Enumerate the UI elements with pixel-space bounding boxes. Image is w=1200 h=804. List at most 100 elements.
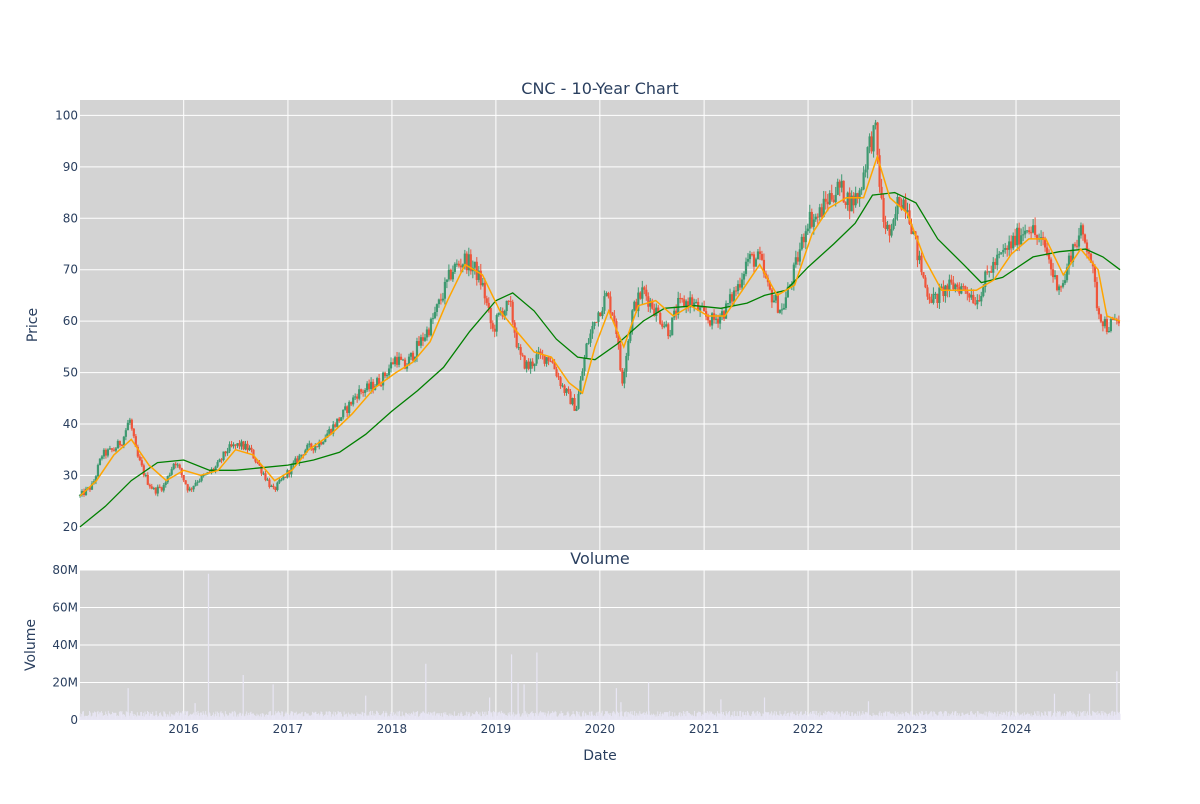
- volume-bar: [107, 710, 109, 720]
- volume-bar: [1008, 712, 1010, 720]
- volume-bar: [823, 713, 825, 720]
- candle-body: [750, 254, 754, 256]
- candle-body: [814, 216, 817, 220]
- volume-bar: [338, 712, 340, 720]
- candle-body: [268, 479, 271, 487]
- price-tick-label: 70: [63, 263, 78, 277]
- volume-bar: [724, 716, 726, 720]
- candle-body: [559, 377, 562, 386]
- volume-bar: [725, 711, 727, 720]
- volume-bar: [705, 713, 707, 720]
- volume-bar: [237, 716, 239, 720]
- volume-bar: [688, 712, 690, 720]
- volume-bar: [916, 713, 918, 720]
- candle-body: [276, 482, 279, 490]
- volume-bar: [416, 711, 418, 720]
- candle-body: [98, 458, 102, 465]
- volume-bar: [804, 713, 806, 720]
- candle-body: [236, 443, 239, 446]
- candle-body: [621, 370, 624, 384]
- candle-body: [383, 372, 387, 377]
- volume-bar: [679, 712, 681, 720]
- volume-bar: [410, 713, 412, 720]
- volume-bar: [894, 711, 896, 720]
- candle-body: [982, 286, 985, 297]
- volume-bar: [493, 710, 495, 720]
- candle-body: [346, 406, 349, 413]
- candle-body: [381, 372, 385, 386]
- candle-body: [379, 385, 383, 387]
- candle-body: [242, 441, 245, 450]
- volume-bar: [779, 710, 781, 720]
- volume-bar: [406, 712, 407, 720]
- volume-bar: [157, 716, 159, 720]
- candle-body: [770, 289, 774, 303]
- volume-bar: [726, 713, 728, 720]
- volume-bar: [662, 712, 664, 720]
- candle-body: [742, 273, 746, 280]
- volume-bar: [989, 712, 991, 720]
- candle-body: [517, 347, 520, 349]
- volume-bar: [665, 712, 667, 720]
- candle-body: [411, 352, 415, 361]
- volume-bar: [706, 711, 708, 720]
- volume-bar: [362, 712, 364, 720]
- volume-bar: [1105, 713, 1107, 720]
- volume-bar: [776, 714, 778, 720]
- candle-body: [635, 301, 638, 312]
- candle-body: [214, 466, 217, 471]
- candle-body: [1079, 225, 1083, 236]
- volume-bar: [1052, 715, 1053, 720]
- volume-bar: [732, 711, 734, 720]
- volume-bar: [815, 714, 817, 720]
- candle-body: [822, 198, 825, 217]
- candle-body: [362, 391, 365, 393]
- candle-body: [509, 300, 512, 302]
- volume-bar: [785, 716, 787, 720]
- volume-bar: [1099, 715, 1101, 720]
- volume-bar: [482, 714, 484, 720]
- volume-bar: [704, 712, 706, 720]
- volume-bar: [499, 711, 501, 720]
- volume-bar: [147, 711, 149, 720]
- candle-body: [348, 401, 351, 413]
- candle-body: [720, 311, 724, 316]
- candle-body: [389, 362, 393, 369]
- volume-bar: [491, 712, 493, 720]
- candle-body: [762, 259, 766, 274]
- volume-bar: [992, 712, 994, 720]
- volume-bar: [152, 711, 154, 720]
- candle-body: [892, 219, 895, 230]
- volume-bar: [529, 712, 531, 720]
- volume-bar: [85, 715, 87, 720]
- volume-bar: [322, 714, 324, 720]
- volume-bar: [960, 715, 962, 720]
- volume-bar: [457, 715, 459, 720]
- volume-bar: [761, 716, 763, 720]
- volume-bar: [826, 712, 828, 720]
- volume-bar: [94, 711, 96, 720]
- candle-body: [350, 401, 353, 405]
- volume-bar: [1117, 712, 1119, 720]
- volume-bar: [932, 716, 934, 720]
- volume-bar: [863, 713, 865, 720]
- candle-body: [1103, 318, 1107, 327]
- volume-bar: [633, 715, 635, 720]
- candle-body: [651, 300, 654, 309]
- candle-body: [1059, 286, 1063, 288]
- volume-bar: [422, 711, 424, 720]
- volume-bar: [949, 713, 951, 720]
- volume-bar: [156, 714, 158, 720]
- candle-body: [272, 485, 275, 488]
- volume-bar: [413, 712, 415, 720]
- volume-bar: [799, 711, 801, 720]
- volume-bar: [397, 716, 399, 720]
- volume-bar: [977, 711, 979, 720]
- volume-bar: [700, 712, 701, 720]
- volume-bar: [386, 713, 388, 720]
- candle-body: [453, 263, 456, 272]
- volume-bar: [1106, 716, 1108, 720]
- volume-bar: [890, 714, 892, 720]
- candle-body: [455, 263, 458, 265]
